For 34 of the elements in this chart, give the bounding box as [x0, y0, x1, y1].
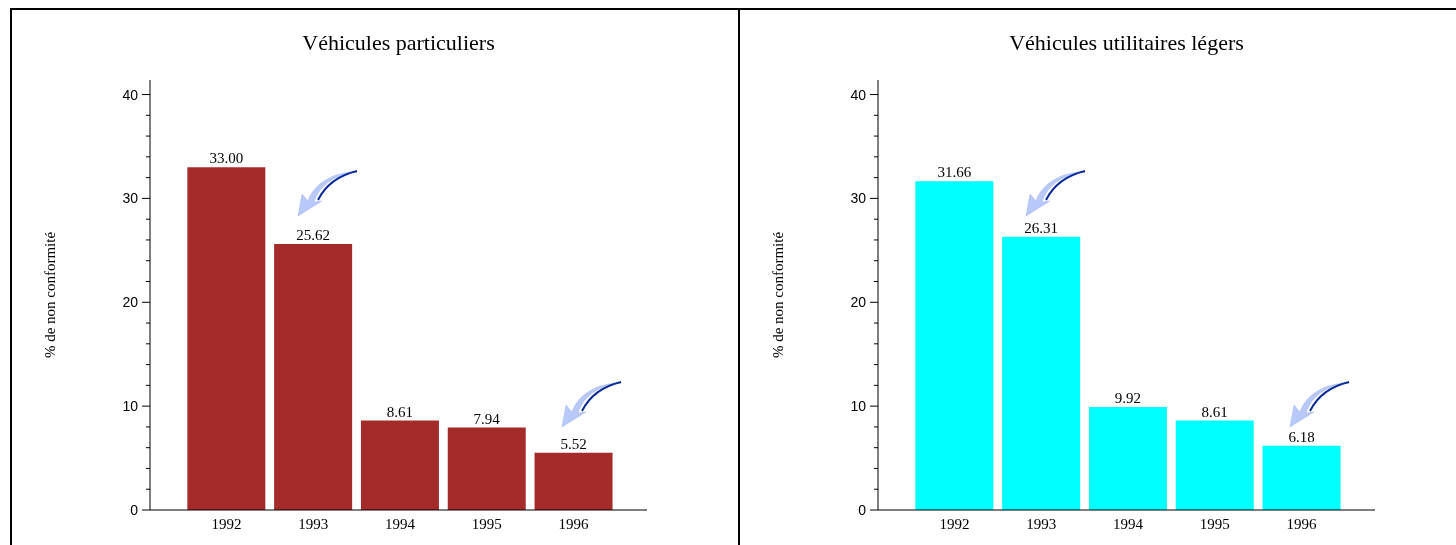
data-label: 8.61 [386, 403, 414, 420]
data-label: 5.52 [560, 435, 587, 452]
chart-title: Véhicules particuliers [301, 30, 496, 56]
data-label: 8.61 [1201, 403, 1228, 420]
data-label: 25.62 [296, 226, 331, 243]
x-tick-label: 1992 [939, 515, 970, 532]
data-label: 7.94 [473, 410, 501, 427]
x-tick-label: 1994 [1113, 515, 1144, 532]
chart-title: Véhicules utilitaires légers [1008, 30, 1245, 56]
x-tick-label: 1993 [298, 515, 329, 532]
x-tick-label: 1996 [558, 515, 590, 532]
data-label: 33.00 [209, 150, 244, 167]
y-tick-label: 0 [130, 502, 139, 518]
y-tick-label: 30 [850, 190, 867, 207]
x-tick-label: 1992 [211, 515, 242, 532]
x-tick-label: 1994 [385, 515, 416, 532]
y-axis-title: % de non conformité [770, 231, 787, 359]
data-label: 9.92 [1114, 389, 1142, 406]
y-axis-title: % de non conformité [42, 231, 59, 359]
x-tick-label: 1995 [1199, 515, 1230, 532]
x-tick-label: 1995 [471, 515, 502, 532]
data-label: 26.31 [1024, 219, 1059, 236]
y-tick-label: 40 [850, 86, 867, 103]
data-label: 31.66 [937, 164, 972, 181]
y-tick-label: 20 [122, 294, 139, 311]
data-label: 6.18 [1288, 428, 1315, 445]
y-tick-label: 0 [858, 502, 867, 518]
x-tick-label: 1993 [1026, 515, 1057, 532]
x-tick-label: 1996 [1286, 515, 1318, 532]
y-tick-label: 40 [122, 86, 139, 103]
y-tick-label: 20 [850, 294, 867, 311]
y-tick-label: 10 [122, 398, 139, 415]
y-tick-label: 10 [850, 398, 867, 415]
y-tick-label: 30 [122, 190, 139, 207]
